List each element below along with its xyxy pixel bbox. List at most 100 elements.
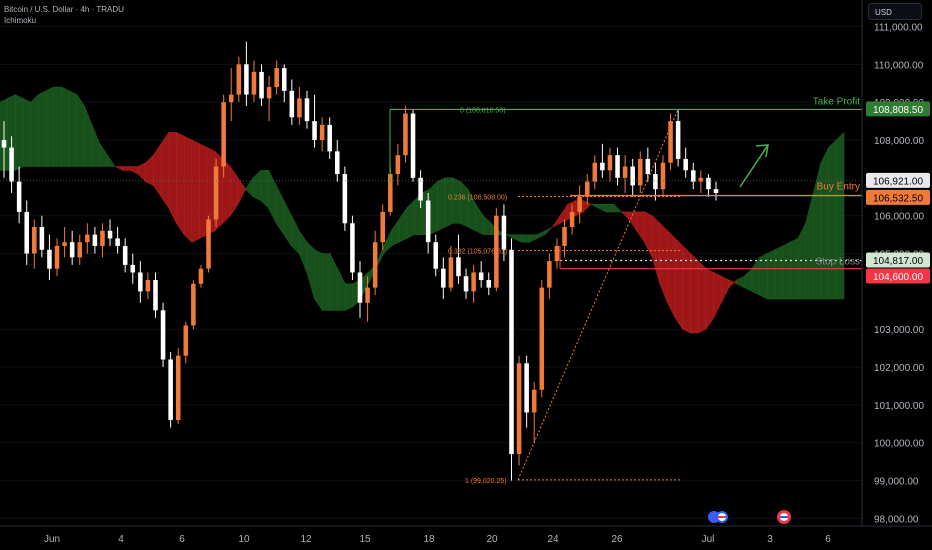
candle-body xyxy=(130,264,136,273)
symbol-title[interactable]: Bitcoin / U.S. Dollar · 4h · TRADU xyxy=(4,5,124,14)
candle-body xyxy=(54,245,60,269)
cloud-segment-bearish xyxy=(176,131,185,236)
candle-body xyxy=(304,98,310,122)
candle-body xyxy=(85,234,90,243)
candle-body xyxy=(524,363,529,413)
candle-body xyxy=(698,177,704,182)
time-tick-label: 15 xyxy=(359,534,371,545)
event-marker-2[interactable] xyxy=(777,510,791,524)
candle-body xyxy=(206,219,211,269)
cloud-segment-bearish xyxy=(690,252,699,334)
candle-body xyxy=(486,280,492,288)
time-tick-label: Jul xyxy=(702,534,715,545)
svg-text:104,817.00: 104,817.00 xyxy=(873,256,923,267)
cloud-segment-bearish xyxy=(183,135,193,243)
cloud-segment-bullish xyxy=(605,204,615,213)
candle-body xyxy=(494,215,499,288)
cloud-segment-bullish xyxy=(429,180,438,236)
candle-body xyxy=(395,155,401,175)
cloud-segment-bullish xyxy=(68,90,78,167)
candle-body xyxy=(706,177,711,190)
candle-body xyxy=(16,181,22,212)
cloud-segment-bullish xyxy=(836,131,845,300)
stop-loss-label: Stop Loss xyxy=(816,256,860,267)
candle-body xyxy=(637,158,643,186)
candle-body xyxy=(274,68,279,88)
time-tick-label: 10 xyxy=(238,534,250,545)
cloud-segment-bullish xyxy=(774,245,783,300)
candle-body xyxy=(138,272,143,292)
candle-body xyxy=(107,230,113,239)
candle-body xyxy=(418,177,423,201)
cloud-segment-bearish xyxy=(667,230,676,319)
candle-body xyxy=(516,363,522,455)
cloud-segment-bullish xyxy=(22,97,31,167)
candle-body xyxy=(683,158,688,171)
cloud-segment-bullish xyxy=(321,253,331,311)
candle-body xyxy=(478,272,484,281)
candle-body xyxy=(456,257,461,277)
cloud-segment-bearish xyxy=(237,176,246,205)
candle-body xyxy=(312,121,317,141)
price-tag: 106,532.50 xyxy=(866,189,930,205)
candle-body xyxy=(448,257,454,288)
candle-body xyxy=(47,249,52,269)
candle-body xyxy=(410,113,416,178)
candle-body xyxy=(660,162,666,190)
svg-text:106,921.00: 106,921.00 xyxy=(873,176,923,187)
cloud-segment-bullish xyxy=(460,180,469,228)
time-scale[interactable]: Jun 4 6 10 12 15 18 20 24 26 Jul 3 6 xyxy=(0,510,932,550)
cloud-segment-bullish xyxy=(15,94,24,171)
event-marker-1[interactable] xyxy=(708,511,728,523)
candle-body xyxy=(539,287,545,390)
candle-body xyxy=(372,242,378,288)
candle-body xyxy=(691,170,696,182)
candle-body xyxy=(600,162,605,171)
cloud-segment-bearish xyxy=(682,245,691,334)
candle-body xyxy=(319,124,325,141)
cloud-segment-bullish xyxy=(107,154,116,167)
candle-body xyxy=(554,245,560,262)
candle-body xyxy=(501,215,507,250)
svg-text:104,600.00: 104,600.00 xyxy=(873,272,923,283)
cloud-segment-bullish xyxy=(45,86,55,167)
grid-lines xyxy=(0,25,862,519)
price-tick-label: 106,000.00 xyxy=(874,212,924,223)
candle-body xyxy=(259,71,264,99)
candle-body xyxy=(713,189,719,193)
cloud-segment-bullish xyxy=(444,177,453,228)
time-tick-label: 20 xyxy=(486,534,498,545)
candle-body xyxy=(175,355,181,421)
candle-body xyxy=(77,242,83,258)
price-scale[interactable]: 111,000.00110,000.00109,000.00108,000.00… xyxy=(861,0,932,526)
cloud-segment-bearish xyxy=(168,132,177,224)
candle-body xyxy=(266,87,272,99)
candle-body xyxy=(168,359,173,421)
candle-body xyxy=(115,238,120,246)
cloud-segment-bullish xyxy=(613,203,623,213)
cloud-segment-bearish xyxy=(122,166,131,171)
cloud-segment-bearish xyxy=(674,237,684,331)
price-tick-label: 108,000.00 xyxy=(874,136,924,147)
candle-body xyxy=(100,230,105,246)
indicator-label[interactable]: Ichimoku xyxy=(4,16,37,25)
chart-header: Bitcoin / U.S. Dollar · 4h · TRADU Ichim… xyxy=(4,4,124,26)
time-tick-label: Jun xyxy=(44,534,60,545)
candlestick-series xyxy=(1,41,719,481)
candle-body xyxy=(335,151,340,175)
time-tick-label: 4 xyxy=(118,534,124,545)
candle-body xyxy=(365,287,370,303)
currency-button[interactable]: USD xyxy=(868,3,922,20)
candle-body xyxy=(281,68,287,91)
candle-body xyxy=(191,283,196,326)
price-tick-label: 99,000.00 xyxy=(874,477,919,488)
cloud-segment-bullish xyxy=(437,177,446,232)
fib-trend-line xyxy=(517,109,679,481)
candle-body xyxy=(228,94,234,103)
take-profit-label: Take Profit xyxy=(813,96,860,107)
price-tag: 104,817.00 xyxy=(866,252,930,268)
cloud-segment-bearish xyxy=(199,143,208,239)
cloud-segment-bullish xyxy=(344,283,354,311)
candle-body xyxy=(433,242,439,269)
